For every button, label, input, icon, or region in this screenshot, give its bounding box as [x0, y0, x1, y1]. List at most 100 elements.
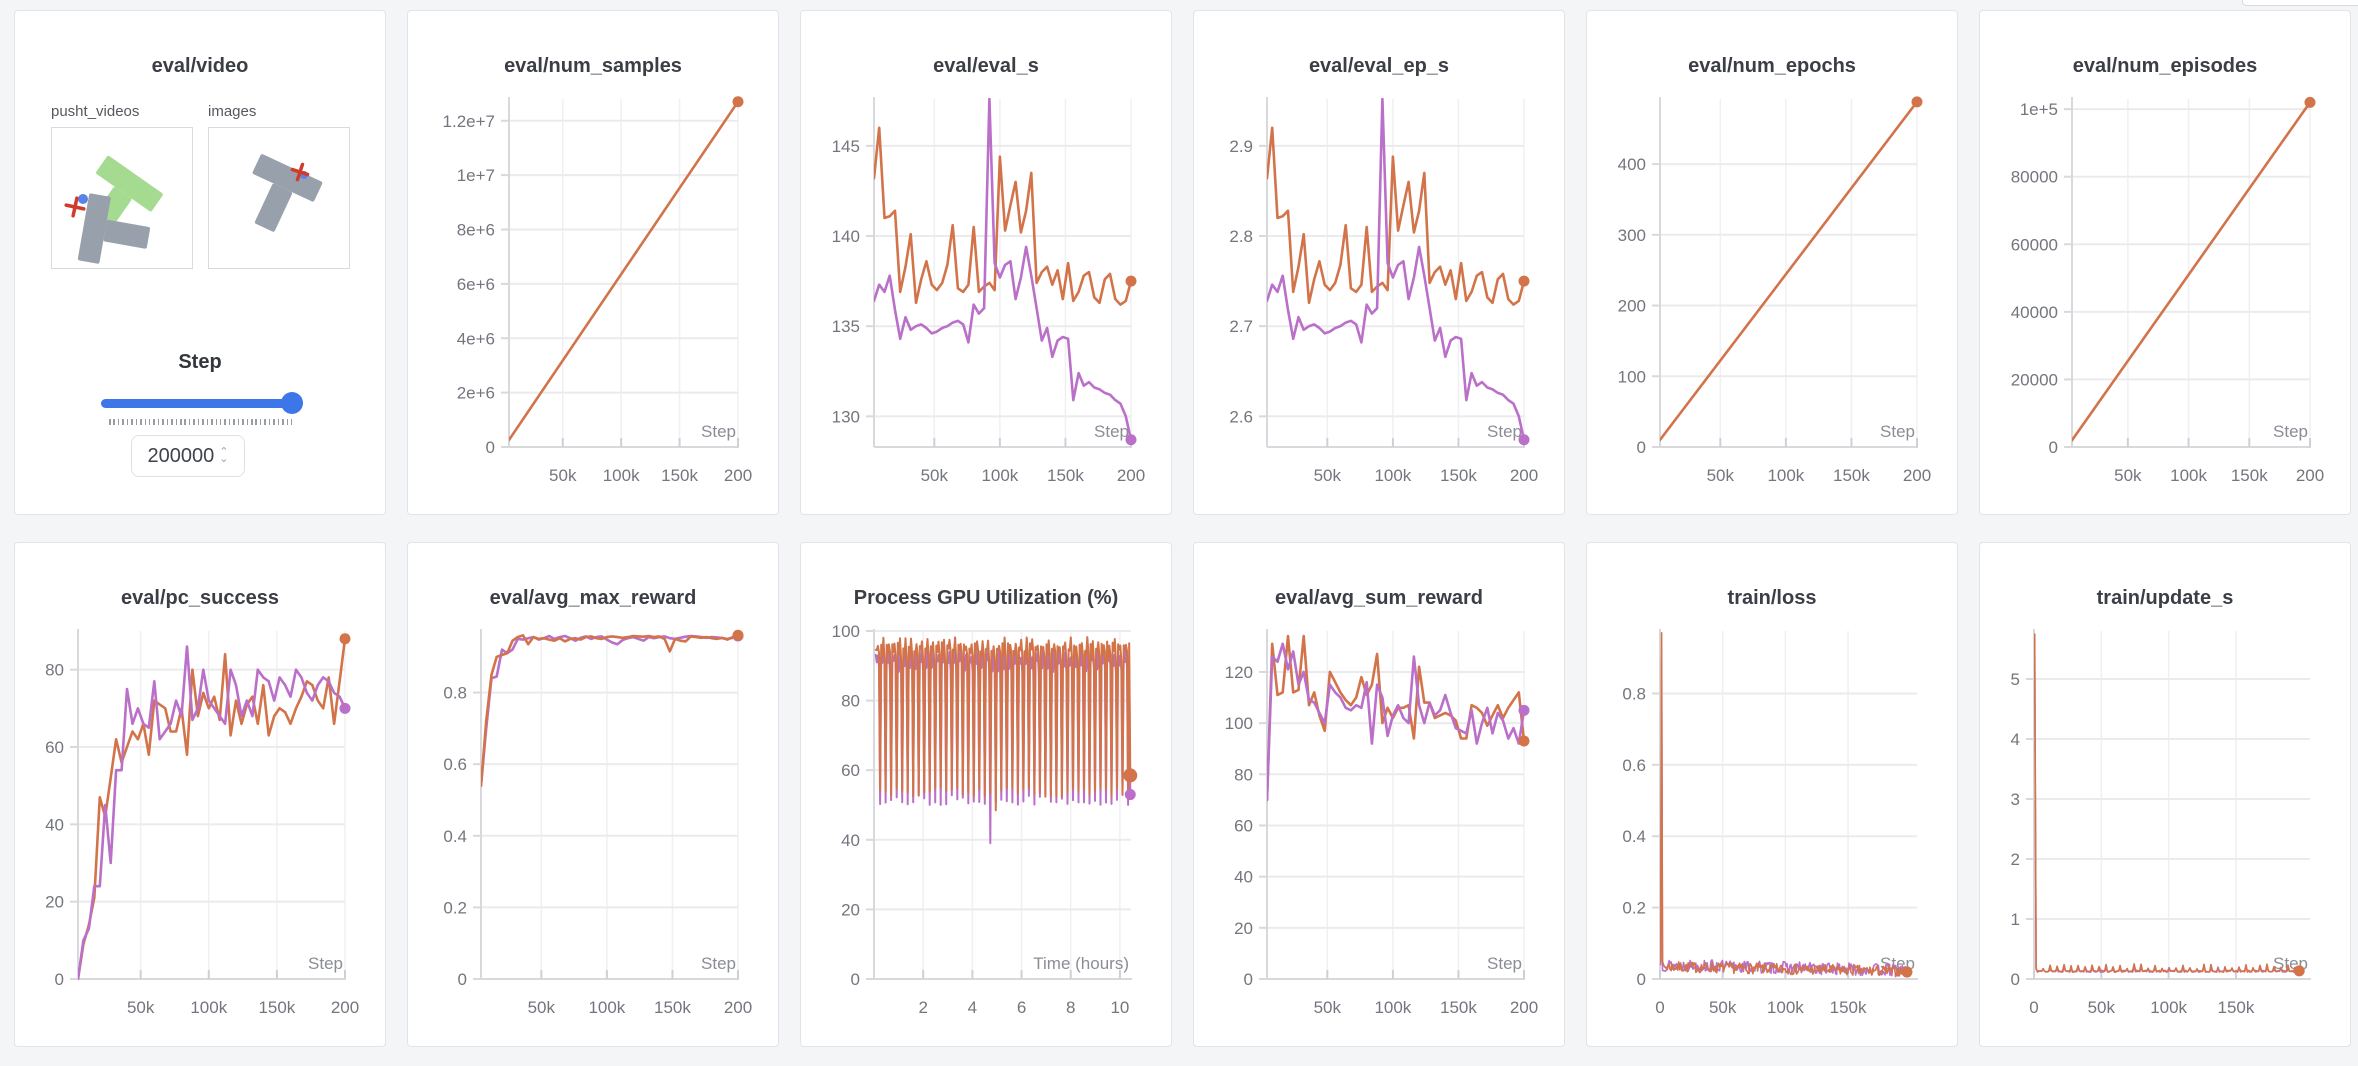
panel-train-loss[interactable]: train/loss 0 0.2 0.4 0.6 0.8 0 50k 100k 150k Step	[1586, 542, 1958, 1047]
x-tick-label: 100k	[1767, 998, 1804, 1017]
y-tick-label: 1e+5	[2020, 100, 2058, 119]
y-tick-label: 8e+6	[457, 221, 495, 240]
x-axis-label: Step	[701, 422, 736, 441]
panel-title: eval/num_epochs	[1688, 55, 1856, 77]
media-thumbnail-images[interactable]	[208, 127, 350, 269]
x-tick-label: 2	[918, 998, 927, 1017]
series-end-dot-orange-run	[732, 629, 744, 641]
y-tick-label: 2.9	[1229, 137, 1253, 156]
series-line-purple-run	[1267, 98, 1526, 442]
chart-eval-eval-ep-s[interactable]: 2.6 2.7 2.8 2.9 50k 100k 150k 200 Step	[1194, 11, 1565, 515]
series-end-dot-orange-run	[2304, 96, 2316, 108]
series-line-orange-run	[2034, 633, 2301, 973]
step-slider-handle[interactable]	[281, 392, 303, 414]
pusht-render	[64, 155, 163, 264]
y-tick-label: 0.2	[443, 898, 467, 917]
x-tick-label: 150k	[654, 998, 691, 1017]
y-tick-label: 300	[1618, 226, 1646, 245]
panel-title: train/loss	[1727, 587, 1817, 609]
series-end-dot-purple-run	[1124, 789, 1136, 801]
panel-eval-num-samples[interactable]: eval/num_samples 0 2e+6 4e+6 6e+6 8e+6 1e+7 1.2…	[407, 10, 779, 515]
x-tick-label: 100k	[603, 466, 640, 485]
y-tick-label: 0.2	[1622, 899, 1646, 918]
panel-eval-num-episodes[interactable]: eval/num_episodes 0 20000 40000 60000 80000 1e…	[1979, 10, 2351, 515]
series-end-dot-orange-run	[2293, 965, 2305, 977]
y-tick-label: 100	[1618, 367, 1646, 386]
x-tick-label: 200	[1903, 466, 1931, 485]
spinner-down-icon[interactable]: ⌄	[219, 453, 229, 465]
spinner-up-icon[interactable]: ⌃	[219, 446, 229, 458]
y-tick-label: 20000	[2011, 370, 2058, 389]
chart-process-gpu-utilization[interactable]: 0 20 40 60 80 100 2 4 6 8 10 Time (hours)	[801, 543, 1172, 1047]
y-tick-label: 6e+6	[457, 275, 495, 294]
y-tick-label: 20	[841, 900, 860, 919]
images-render	[252, 154, 323, 232]
y-tick-label: 0.6	[443, 755, 467, 774]
y-tick-label: 0.6	[1622, 756, 1646, 775]
y-tick-label: 40000	[2011, 303, 2058, 322]
series-line-orange-run	[1660, 632, 1908, 978]
chart-eval-eval-s[interactable]: 130 135 140 145 50k 100k 150k 200 Step	[801, 11, 1172, 515]
chart-eval-num-samples[interactable]: 0 2e+6 4e+6 6e+6 8e+6 1e+7 1.2e+7 50k 100k 150k 20…	[408, 11, 779, 515]
x-tick-label: 100k	[2170, 466, 2207, 485]
y-tick-label: 0	[55, 970, 64, 989]
panel-eval-avg-sum-reward[interactable]: eval/avg_sum_reward 0 20 40 60 80 100 120 50k 100…	[1193, 542, 1565, 1047]
panel-title: eval/avg_max_reward	[489, 587, 697, 609]
x-tick-label: 50k	[2114, 466, 2142, 485]
series-line-orange-run	[874, 126, 1133, 306]
series-line-orange-run	[1267, 126, 1526, 306]
chart-eval-num-episodes[interactable]: 0 20000 40000 60000 80000 1e+5 50k 100k 150k 200 S…	[1980, 11, 2351, 515]
panel-train-update-s[interactable]: train/update_s 0 1 2 3 4 5 0 50k 100k 150k Step	[1979, 542, 2351, 1047]
media-thumbnail-pusht[interactable]	[51, 127, 193, 269]
panel-eval-video[interactable]: eval/video pusht_videos images Step 200000 ⌃ ⌄	[14, 10, 386, 515]
y-tick-label: 140	[832, 227, 860, 246]
y-tick-label: 0.8	[1622, 684, 1646, 703]
panel-eval-num-epochs[interactable]: eval/num_epochs 0 100 200 300 400 50k 100k 150k 2…	[1586, 10, 1958, 515]
x-axis-label: Step	[1487, 954, 1522, 973]
y-tick-label: 1e+7	[457, 166, 495, 185]
y-tick-label: 120	[1225, 663, 1253, 682]
y-tick-label: 2	[2011, 850, 2020, 869]
panel-eval-eval-s[interactable]: eval/eval_s 130 135 140 145 50k 100k 150k 200 Ste…	[800, 10, 1172, 515]
series-line-orange-run	[2072, 101, 2312, 442]
x-tick-label: 50k	[528, 998, 556, 1017]
y-tick-label: 200	[1618, 297, 1646, 316]
chart-eval-avg-sum-reward[interactable]: 0 20 40 60 80 100 120 50k 100k 150k 200 Step	[1194, 543, 1565, 1047]
media-item-label: pusht_videos	[51, 103, 140, 120]
y-tick-label: 20	[1234, 919, 1253, 938]
x-tick-label: 50k	[2088, 998, 2116, 1017]
series-end-dot-orange-run	[339, 633, 351, 645]
series-end-dot-orange-run	[732, 96, 744, 108]
panel-eval-pc-success[interactable]: eval/pc_success 0 20 40 60 80 50k 100k 150k 200 St…	[14, 542, 386, 1047]
y-tick-label: 0	[1637, 970, 1646, 989]
y-tick-label: 1.2e+7	[443, 112, 495, 131]
series-end-dot-orange-run	[1123, 768, 1138, 783]
x-tick-label: 150k	[2231, 466, 2268, 485]
y-tick-label: 60	[45, 738, 64, 757]
y-tick-label: 135	[832, 317, 860, 336]
y-tick-label: 0.8	[443, 684, 467, 703]
panel-eval-eval-ep-s[interactable]: eval/eval_ep_s 2.6 2.7 2.8 2.9 50k 100k 150k 200…	[1193, 10, 1565, 515]
step-spinner[interactable]: ⌃ ⌄	[219, 446, 229, 465]
series-line-orange-run	[1267, 634, 1526, 802]
panel-process-gpu-utilization[interactable]: Process GPU Utilization (%) 0 20 40 60 80 100 2…	[800, 542, 1172, 1047]
panel-eval-avg-max-reward[interactable]: eval/avg_max_reward 0 0.2 0.4 0.6 0.8 50k 100k 1…	[407, 542, 779, 1047]
x-tick-label: 0	[2029, 998, 2038, 1017]
y-tick-label: 100	[832, 622, 860, 641]
chart-eval-pc-success[interactable]: 0 20 40 60 80 50k 100k 150k 200 Step	[15, 543, 386, 1047]
x-tick-label: 200	[1510, 466, 1538, 485]
chart-eval-avg-max-reward[interactable]: 0 0.2 0.4 0.6 0.8 50k 100k 150k 200 Step	[408, 543, 779, 1047]
chart-eval-num-epochs[interactable]: 0 100 200 300 400 50k 100k 150k 200 Step	[1587, 11, 1958, 515]
step-slider[interactable]	[101, 392, 303, 414]
x-tick-label: 50k	[1314, 998, 1342, 1017]
panel-section-divider	[2242, 0, 2358, 6]
x-tick-label: 200	[1510, 998, 1538, 1017]
step-number-input[interactable]: 200000 ⌃ ⌄	[131, 435, 245, 477]
y-tick-label: 40	[1234, 868, 1253, 887]
panel-title: eval/eval_s	[933, 55, 1039, 77]
y-tick-label: 60	[1234, 816, 1253, 835]
x-tick-label: 4	[968, 998, 977, 1017]
